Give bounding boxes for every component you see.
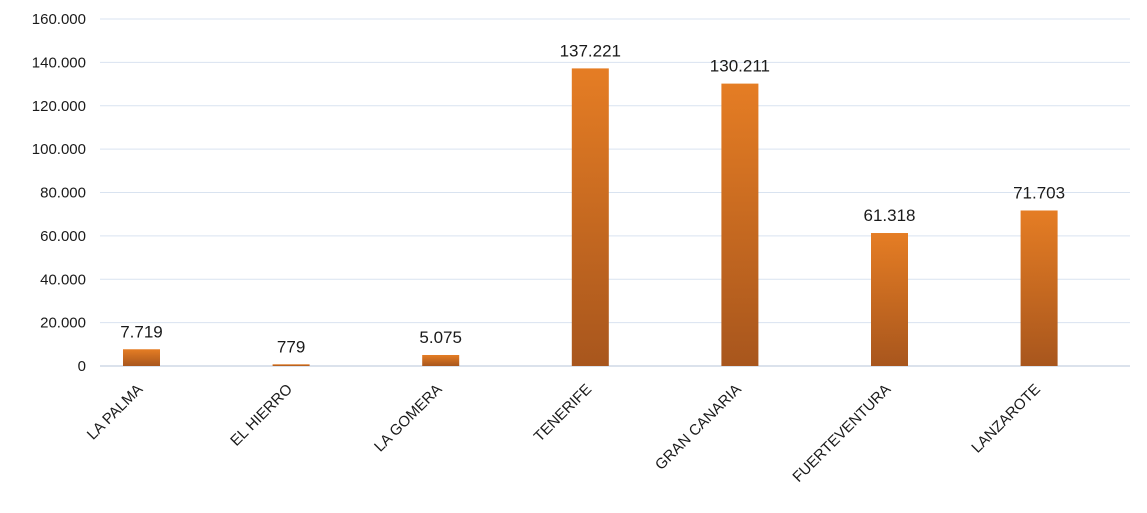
x-tick-label: LA GOMERA <box>371 381 446 456</box>
x-tick-label: LANZAROTE <box>968 381 1044 457</box>
y-tick-label: 160.000 <box>32 11 86 28</box>
x-tick-label: TENERIFE <box>531 381 595 445</box>
y-tick-label: 120.000 <box>32 98 86 115</box>
x-tick-label: FUERTEVENTURA <box>789 381 894 486</box>
data-label: 71.703 <box>1013 183 1065 202</box>
y-tick-label: 60.000 <box>40 228 86 245</box>
bar <box>272 364 310 366</box>
y-tick-label: 20.000 <box>40 315 86 332</box>
x-tick-label: GRAN CANARIA <box>652 381 745 474</box>
bars <box>123 68 1058 367</box>
data-label: 137.221 <box>560 41 621 60</box>
data-label: 130.211 <box>710 57 770 76</box>
x-axis: LA PALMA EL HIERRO LA GOMERA TENERIFE GRAN C… <box>84 381 1044 486</box>
y-tick-label: 100.000 <box>32 141 86 158</box>
bar <box>721 83 759 367</box>
x-tick-label: EL HIERRO <box>227 381 296 450</box>
y-tick-label: 40.000 <box>40 271 86 288</box>
bar <box>123 349 160 366</box>
data-label: 779 <box>277 337 305 356</box>
y-axis: 0 20.000 40.000 60.000 80.000 100.000 120.000 1… <box>32 11 86 375</box>
bar <box>1020 210 1058 366</box>
bar <box>422 354 460 366</box>
data-label: 61.318 <box>864 206 916 225</box>
y-tick-label: 0 <box>78 358 86 375</box>
data-labels: 7.719 779 5.075 137.221 130.211 61.318 71.703 <box>120 41 1065 356</box>
bar <box>871 233 908 366</box>
y-tick-label: 80.000 <box>40 185 86 202</box>
y-tick-label: 140.000 <box>32 54 86 71</box>
data-label: 7.719 <box>120 322 163 341</box>
bar <box>571 68 609 367</box>
data-label: 5.075 <box>419 328 462 347</box>
x-tick-label: LA PALMA <box>84 381 147 444</box>
gridlines <box>100 18 1130 367</box>
